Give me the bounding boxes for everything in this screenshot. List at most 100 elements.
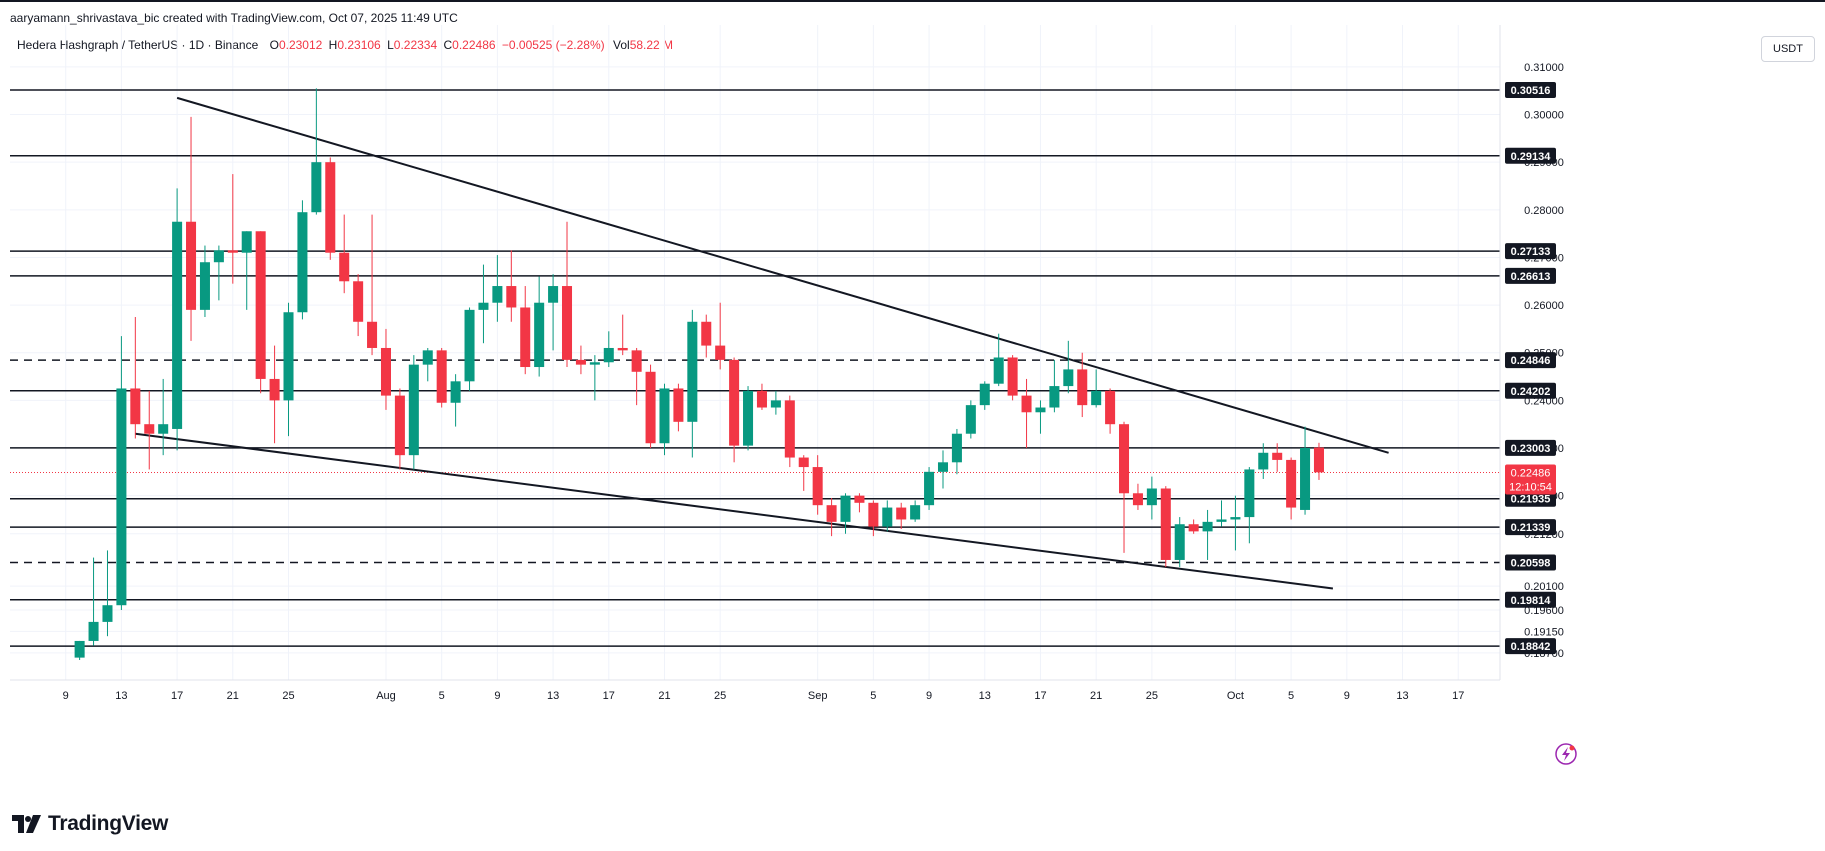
tradingview-logo[interactable]: TradingView — [12, 812, 168, 836]
x-tick-label: 17 — [1452, 690, 1464, 702]
candle-body — [1132, 493, 1143, 506]
candle — [743, 386, 754, 451]
level-label: 0.21339 — [1511, 522, 1551, 534]
volume-label: Vol — [613, 38, 630, 52]
candle — [492, 255, 503, 322]
candle-body — [868, 502, 879, 527]
candle — [784, 395, 795, 468]
candle — [701, 314, 712, 358]
x-tick-label: 25 — [282, 690, 294, 702]
level-label: 0.23003 — [1511, 443, 1551, 455]
candle-body — [701, 321, 712, 346]
candle — [729, 357, 740, 463]
candle-body — [979, 383, 990, 406]
level-label: 0.20598 — [1511, 557, 1551, 569]
candle-body — [882, 507, 893, 527]
candle — [1160, 486, 1171, 568]
candle-body — [589, 362, 600, 365]
candle-body — [1049, 386, 1060, 408]
candle — [1007, 355, 1018, 401]
level-label-bg — [1505, 591, 1556, 608]
candle — [812, 455, 823, 515]
candle — [353, 274, 364, 337]
y-tick-label: 0.31000 — [1524, 62, 1564, 74]
candle — [227, 174, 238, 284]
candle — [1035, 400, 1046, 434]
candle — [144, 390, 155, 470]
x-tick-label: 13 — [547, 690, 559, 702]
candle — [561, 221, 573, 368]
level-label-bg — [1505, 147, 1556, 164]
level-label: 0.30516 — [1511, 85, 1551, 97]
last-price-label: 0.22486 — [1511, 467, 1551, 479]
candle-body — [464, 309, 475, 382]
symbol-title[interactable]: Hedera Hashgraph / TetherUS · 1D · Binan… — [17, 38, 259, 52]
lightning-bolt-icon[interactable] — [1555, 743, 1577, 765]
candle — [241, 231, 252, 310]
candle-body — [1146, 488, 1157, 506]
candle-body — [1300, 448, 1311, 510]
candle-body — [631, 350, 642, 372]
level-label-bg — [1505, 519, 1556, 536]
candle-body — [130, 388, 141, 425]
candle — [951, 428, 962, 475]
x-tick-label: 13 — [979, 690, 991, 702]
candle — [1286, 457, 1297, 520]
close-value: 0.22486 — [452, 38, 496, 52]
level-label-bg — [1505, 243, 1556, 260]
candle — [255, 231, 266, 394]
top-border — [0, 0, 1825, 2]
candle-body — [1160, 488, 1171, 560]
x-tick-label: 13 — [1396, 690, 1408, 702]
candle-body — [826, 505, 837, 522]
candle-body — [937, 462, 949, 472]
candle — [325, 157, 336, 260]
level-label: 0.21935 — [1511, 494, 1551, 506]
candle — [673, 383, 684, 432]
level-label: 0.27133 — [1511, 246, 1551, 258]
y-tick-label: 0.26000 — [1524, 300, 1564, 312]
high-value: 0.23106 — [337, 38, 381, 52]
candle — [1132, 483, 1143, 510]
candle — [882, 500, 893, 532]
candle-body — [269, 378, 280, 401]
x-tick-label: 17 — [603, 690, 615, 702]
candle — [408, 355, 419, 470]
candle — [798, 455, 809, 491]
y-tick-label: 0.19600 — [1524, 605, 1564, 617]
candle-body — [186, 221, 197, 310]
currency-button[interactable]: USDT — [1761, 36, 1815, 62]
candle — [74, 640, 85, 660]
candle-body — [951, 433, 962, 463]
candle — [937, 450, 949, 489]
candle — [687, 309, 698, 458]
symbol-legend: Hedera Hashgraph / TetherUS · 1D · Binan… — [17, 38, 673, 52]
candle-body — [1313, 447, 1324, 473]
x-tick-label: 25 — [714, 690, 726, 702]
candle — [130, 317, 141, 439]
candle — [1174, 517, 1185, 568]
candle — [1202, 509, 1213, 560]
candle-body — [478, 302, 489, 310]
candle-body — [367, 321, 378, 348]
candle-body — [1286, 459, 1297, 508]
candle-body — [144, 424, 155, 434]
x-tick-label: 25 — [1146, 690, 1158, 702]
close-label: C — [443, 38, 453, 52]
candle-body — [158, 424, 169, 434]
candle — [896, 502, 907, 529]
level-label-bg — [1505, 267, 1556, 284]
x-tick-label: 21 — [658, 690, 670, 702]
x-tick-label: 21 — [227, 690, 239, 702]
candle — [1119, 421, 1130, 553]
candle-body — [74, 640, 85, 658]
candle — [924, 467, 935, 510]
candle-body — [770, 400, 781, 408]
candle — [520, 286, 531, 375]
candle-body — [520, 307, 531, 368]
candle — [1146, 476, 1157, 520]
candle — [1300, 426, 1311, 515]
candle-body — [659, 388, 670, 444]
candle — [715, 302, 726, 370]
